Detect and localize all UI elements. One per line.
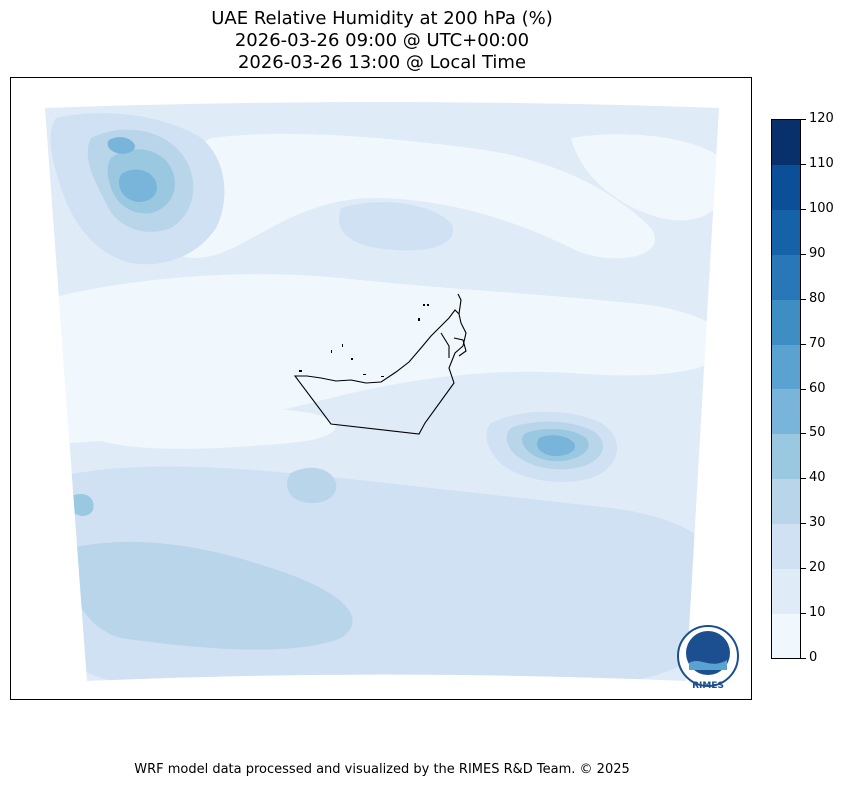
contour-band-30-40-sw-spot: [287, 467, 337, 504]
title-line-2: 2026-03-26 09:00 @ UTC+00:00: [234, 30, 530, 51]
colorbar-tick: [801, 298, 806, 300]
colorbar-tick-label: 60: [809, 380, 826, 396]
colorbar-tick: [801, 613, 806, 615]
colorbar-tick-label: 120: [809, 111, 834, 126]
uae-boundary: [293, 293, 467, 435]
colorbar-segment: [772, 568, 800, 614]
rimes-logo-text: RIMES: [692, 681, 724, 691]
colorbar-tick-label: 70: [809, 335, 826, 351]
colorbar-tick-label: 80: [809, 290, 826, 306]
contour-band-0-10-north: [155, 133, 655, 259]
colorbar-tick: [801, 388, 806, 390]
uae-islands: [299, 304, 429, 377]
title-line-1: UAE Relative Humidity at 200 hPa (%): [211, 8, 553, 29]
footer-credit: WRF model data processed and visualized …: [134, 762, 630, 777]
colorbar-tick-label: 110: [809, 155, 834, 171]
colorbar-tick: [801, 208, 806, 210]
colorbar: [771, 119, 801, 659]
colorbar-tick: [801, 478, 806, 480]
colorbar-tick: [801, 658, 806, 659]
contour-band-50-60-nw-top: [107, 137, 135, 154]
colorbar-segment: [772, 299, 800, 345]
contour-band-0-10-sw: [91, 402, 336, 449]
colorbar-tick-label: 90: [809, 245, 826, 261]
colorbar-tick: [801, 119, 806, 120]
colorbar-segment: [772, 433, 800, 480]
colorbar-tick: [801, 433, 806, 435]
colorbar-tick-label: 0: [809, 650, 818, 665]
rimes-logo: RIMES: [677, 625, 739, 691]
colorbar-segment: [772, 120, 800, 166]
colorbar-tick: [801, 568, 806, 570]
colorbar-segment: [772, 164, 800, 211]
humidity-map: RIMES: [45, 102, 739, 691]
contour-band-50-60-nw: [119, 169, 157, 202]
contour-band-0-10-central: [45, 274, 719, 443]
colorbar-segment: [772, 209, 800, 255]
contour-band-30-40-south: [68, 541, 353, 650]
colorbar-segment: [772, 613, 800, 659]
colorbar-tick: [801, 523, 806, 525]
map-frame: RIMES: [10, 77, 752, 700]
contour-band-50-60-east: [536, 435, 575, 456]
colorbar-segment: [772, 523, 800, 569]
colorbar-tick: [801, 343, 806, 345]
colorbar-tick-label: 30: [809, 515, 826, 531]
colorbar-tick-label: 50: [809, 425, 826, 441]
colorbar-segment: [772, 254, 800, 300]
contour-band-20-30-center-north: [339, 202, 453, 251]
colorbar-tick-label: 20: [809, 560, 826, 576]
title-line-3: 2026-03-26 13:00 @ Local Time: [237, 52, 527, 73]
contour-band-40-50-west-edge: [71, 493, 94, 516]
colorbar-tick: [801, 163, 806, 165]
colorbar-tick-label: 40: [809, 470, 826, 486]
colorbar-tick-label: 100: [809, 200, 834, 216]
colorbar-tick-label: 10: [809, 605, 826, 621]
colorbar-segment: [772, 478, 800, 524]
colorbar-segment: [772, 344, 800, 390]
contour-band-0-10-east: [571, 134, 719, 221]
colorbar-tick: [801, 253, 806, 255]
colorbar-segment: [772, 389, 800, 435]
